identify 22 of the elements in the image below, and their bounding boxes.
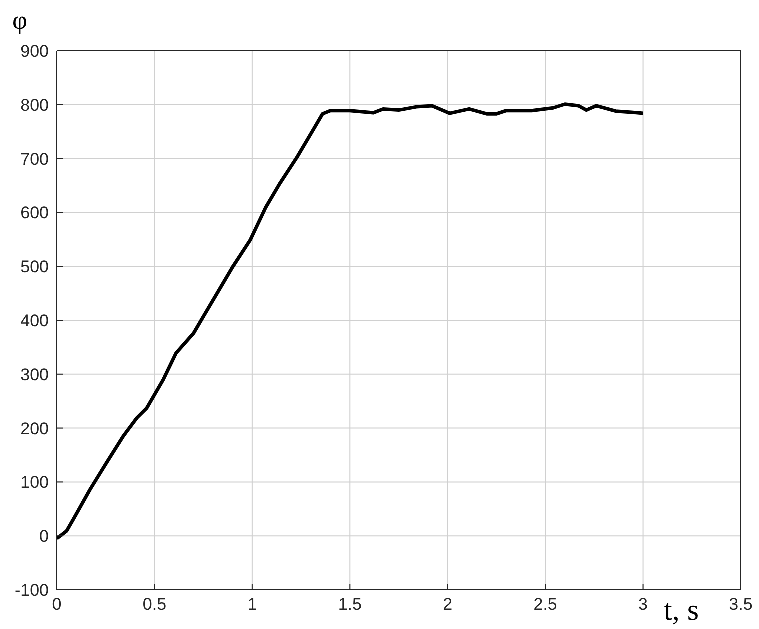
x-tick-label: 3 — [638, 595, 648, 614]
x-tick-label: 0.5 — [142, 595, 167, 614]
x-axis-title: t, s — [664, 594, 699, 627]
y-tick-label: 400 — [20, 312, 49, 331]
y-tick-label: -100 — [14, 581, 49, 600]
y-tick-label: 300 — [20, 365, 49, 384]
y-tick-label: 600 — [20, 204, 49, 223]
x-tick-label: 1 — [248, 595, 258, 614]
y-tick-label: 500 — [20, 258, 49, 277]
x-tick-label: 2.5 — [534, 595, 558, 614]
y-tick-label: 200 — [20, 419, 49, 438]
y-tick-label: 700 — [20, 150, 49, 169]
line-series — [57, 102, 646, 541]
x-tick-label: 3.5 — [729, 595, 753, 614]
y-tick-label: 900 — [20, 42, 49, 62]
x-tick-label: 0 — [52, 595, 62, 614]
y-tick-label: 800 — [20, 96, 49, 115]
y-tick-label: 0 — [40, 527, 49, 546]
y-tick-label: 100 — [20, 473, 49, 492]
x-tick-label: 1.5 — [338, 595, 362, 614]
y-axis-title: φ — [12, 6, 28, 35]
x-tick-label: 2 — [443, 595, 453, 614]
